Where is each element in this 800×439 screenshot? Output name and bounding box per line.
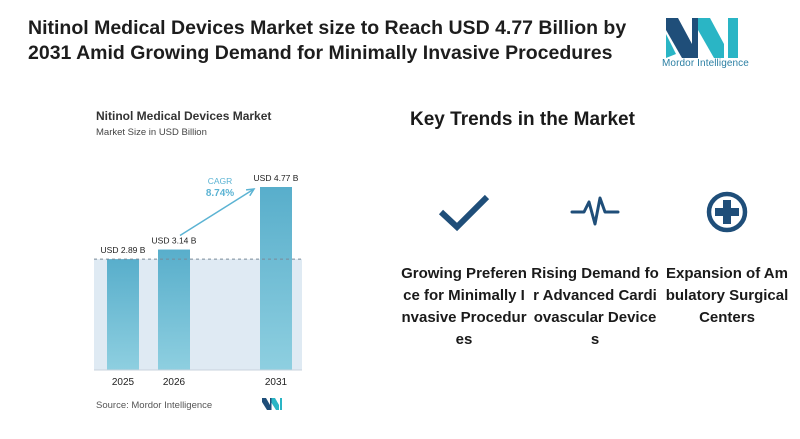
brand-name: Mordor Intelligence <box>662 58 749 69</box>
x-tick-label: 2026 <box>163 377 186 388</box>
data-label: USD 3.14 B <box>152 236 197 246</box>
trend-label: Expansion of Ambulatory Surgical Centers <box>665 265 789 326</box>
trends-title: Key Trends in the Market <box>410 109 635 130</box>
trend-cardiovascular: Rising Demand for Advanced Cardiovascula… <box>530 188 660 351</box>
medical-cross-icon <box>662 188 792 236</box>
checkmark-icon <box>399 188 529 236</box>
cagr-arrowhead <box>245 188 256 197</box>
heartbeat-icon <box>530 188 660 236</box>
cagr-arrow <box>179 188 255 237</box>
bar-2025 <box>107 259 139 370</box>
bar-2031 <box>260 187 292 370</box>
mordor-logo <box>666 18 738 58</box>
data-label: USD 4.77 B <box>254 173 299 183</box>
mordor-mini-logo <box>262 398 282 410</box>
page-headline: Nitinol Medical Devices Market size to R… <box>28 17 627 64</box>
chart-subtitle: Market Size in USD Billion <box>96 127 207 138</box>
trend-label: Growing Preference for Minimally Invasiv… <box>401 265 527 348</box>
trend-ambulatory-centers: Expansion of Ambulatory Surgical Centers <box>662 188 792 329</box>
cagr-value: 8.74% <box>206 188 234 199</box>
x-tick-label: 2025 <box>112 377 135 388</box>
cagr-label: CAGR <box>208 176 233 186</box>
trend-label: Rising Demand for Advanced Cardiovascula… <box>531 265 659 348</box>
chart-source: Source: Mordor Intelligence <box>96 400 213 411</box>
data-label: USD 2.89 B <box>101 245 146 255</box>
trend-minimally-invasive: Growing Preference for Minimally Invasiv… <box>399 188 529 351</box>
chart-title: Nitinol Medical Devices Market <box>96 109 272 123</box>
x-tick-label: 2031 <box>265 377 288 388</box>
bar-2026 <box>158 249 190 370</box>
